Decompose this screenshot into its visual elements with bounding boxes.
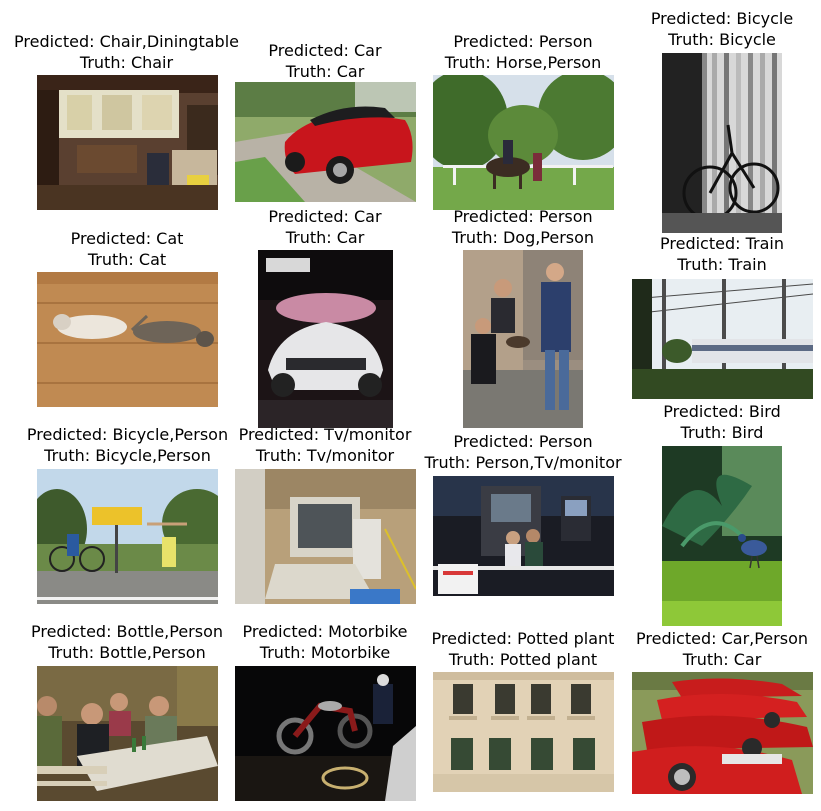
blue-bird-garden-photo	[662, 446, 782, 626]
bw-bicycle-photo	[662, 53, 782, 233]
horse-rider-field-photo	[433, 75, 614, 210]
arcade-machine-photo	[433, 476, 614, 596]
truth-label: Truth: Bicycle	[668, 30, 776, 49]
truth-label: Truth: Car	[285, 62, 365, 81]
predicted-label: Predicted: Cat	[70, 229, 184, 248]
predicted-label: Predicted: Tv/monitor	[238, 425, 412, 444]
truth-label: Truth: Car	[285, 228, 365, 247]
building-facade-photo	[433, 672, 614, 792]
truth-label: Truth: Bottle,Person	[48, 643, 206, 662]
interior-room-photo	[37, 75, 218, 210]
cyclists-road-sign-photo	[37, 469, 218, 604]
truth-label: Truth: Dog,Person	[451, 228, 595, 247]
truth-label: Truth: Person,Tv/monitor	[424, 453, 622, 472]
truth-label: Truth: Bicycle,Person	[44, 446, 211, 465]
truth-label: Truth: Train	[677, 255, 767, 274]
truth-label: Truth: Cat	[87, 250, 167, 269]
predicted-label: Predicted: Person	[453, 32, 593, 51]
predicted-label: Predicted: Train	[660, 234, 784, 253]
predicted-label: Predicted: Bottle,Person	[30, 622, 224, 641]
crt-computer-desk-photo	[235, 469, 416, 604]
predicted-label: Predicted: Car	[268, 207, 382, 226]
predicted-label: Predicted: Motorbike	[242, 622, 408, 641]
predicted-label: Predicted: Bicycle,Person	[26, 425, 229, 444]
people-with-dog-photo	[463, 250, 583, 428]
predicted-label: Predicted: Chair,Diningtable	[14, 32, 239, 51]
predicted-label: Predicted: Bicycle	[650, 9, 794, 28]
motorbike-night-photo	[235, 666, 416, 801]
predicted-label: Predicted: Potted plant	[431, 629, 615, 648]
predicted-label: Predicted: Bird	[663, 402, 781, 421]
people-dining-table-photo	[37, 666, 218, 801]
truth-label: Truth: Car	[682, 650, 762, 669]
predicted-label: Predicted: Person	[453, 432, 593, 451]
saab-concept-car-photo	[258, 250, 393, 428]
predicted-label: Predicted: Person	[453, 207, 593, 226]
predicted-label: Predicted: Car	[268, 41, 382, 60]
truth-label: Truth: Horse,Person	[444, 53, 602, 72]
truth-label: Truth: Chair	[79, 53, 174, 72]
truth-label: Truth: Potted plant	[448, 650, 598, 669]
cats-on-floor-photo	[37, 272, 218, 407]
predicted-label: Predicted: Car,Person	[636, 629, 808, 648]
truth-label: Truth: Tv/monitor	[255, 446, 395, 465]
red-convertible-car-photo	[235, 82, 416, 202]
truth-label: Truth: Motorbike	[259, 643, 391, 662]
red-ferraris-photo	[632, 672, 813, 794]
truth-label: Truth: Bird	[680, 423, 764, 442]
train-station-photo	[632, 279, 813, 399]
